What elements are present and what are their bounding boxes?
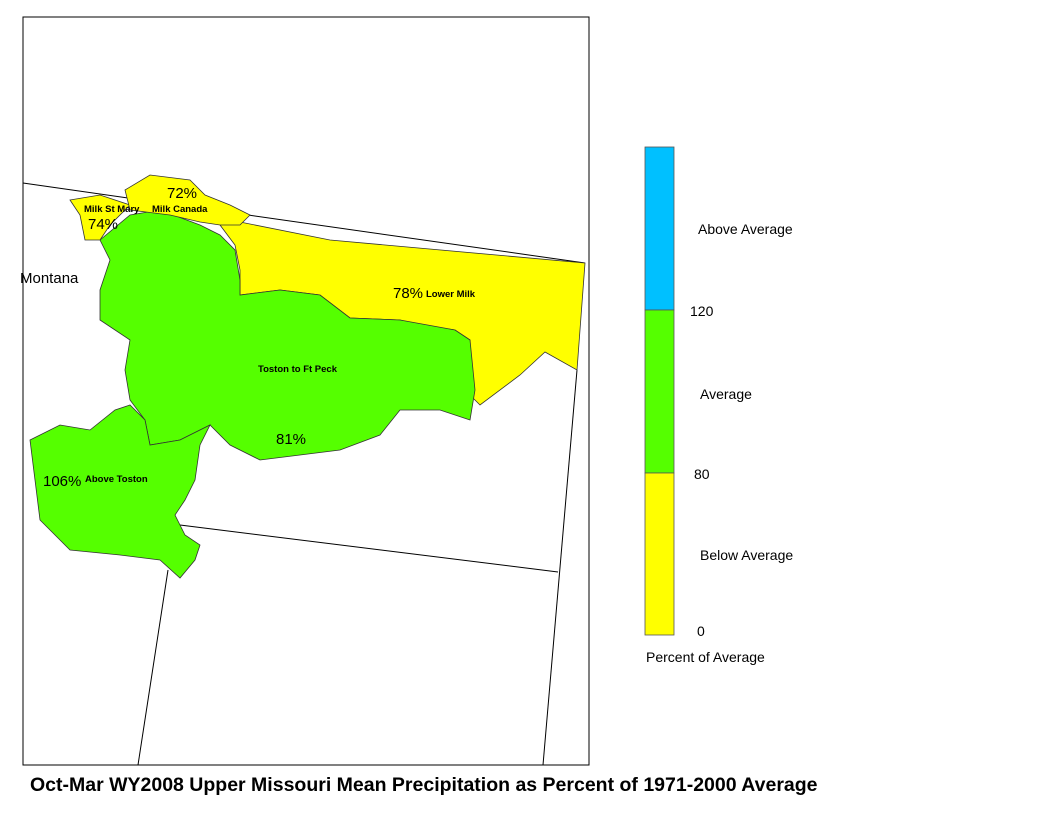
basin-percent: 74% [88, 216, 118, 233]
legend-swatch [644, 472, 675, 636]
basin-toston-ft-peck [99, 209, 476, 461]
legend-break: 0 [697, 623, 705, 639]
legend-break: 120 [690, 303, 714, 319]
basin-percent: 81% [276, 431, 306, 448]
basin-percent: 72% [167, 185, 197, 202]
basin-percent: 106% [43, 473, 81, 490]
basin-name: Milk St Mary [84, 204, 140, 215]
basin-name: Milk Canada [152, 204, 208, 215]
legend-class: Above Average [698, 221, 793, 237]
legend-break: 80 [694, 466, 710, 482]
legend-class: Below Average [700, 547, 793, 563]
basin-above-toston [29, 404, 211, 579]
basin-name: Toston to Ft Peck [258, 364, 338, 375]
basin-name: Lower Milk [426, 289, 476, 300]
legend-class: Average [700, 386, 752, 402]
state-label: Montana [20, 270, 79, 287]
state-boundaries [22, 182, 586, 766]
legend-swatch [644, 309, 675, 474]
legend-title: Percent of Average [646, 649, 765, 665]
basin-milk-canada [124, 174, 251, 226]
legend-swatch [644, 146, 675, 311]
page-title: Oct-Mar WY2008 Upper Missouri Mean Preci… [30, 774, 818, 796]
basin-name: Above Toston [85, 474, 148, 485]
basin-percent: 78% [393, 285, 423, 302]
basin-milk-st-mary [69, 194, 131, 241]
